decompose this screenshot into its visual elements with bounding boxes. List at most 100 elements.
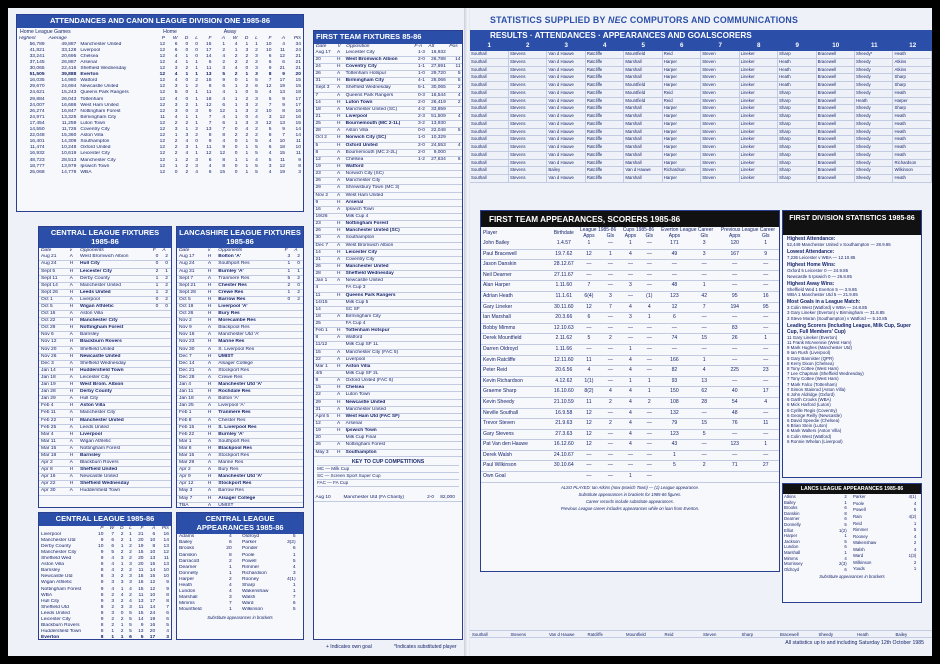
player-cell: Southall xyxy=(470,174,509,183)
player-cell: Heath xyxy=(892,174,932,183)
birthdate: 27.11.67 xyxy=(551,270,577,282)
fixture-row: Apr 8 H Sheffield United xyxy=(39,466,171,475)
opponent: Queens Park Rangers xyxy=(344,292,413,300)
fixture-cell: 5-1 xyxy=(412,84,427,93)
fixture-cell xyxy=(426,341,448,350)
table-cell: 12 xyxy=(159,102,166,108)
fixture-cell xyxy=(426,306,448,314)
player-cell: Sheedy xyxy=(854,112,894,121)
fixture-cell: Aug 21 xyxy=(39,254,68,262)
fixture-cell: H xyxy=(335,263,345,272)
fixture-row: Feb 1 H Tranmere Res xyxy=(177,409,303,418)
fixture-cell: H xyxy=(335,270,345,279)
team-name: Manchester Utd xyxy=(41,537,76,543)
fixture-cell: A xyxy=(205,346,217,354)
fixture-row: Feb 22 H Manchester United xyxy=(39,417,171,425)
table-cell: 6 xyxy=(129,635,132,640)
stat-cell: — xyxy=(619,291,642,303)
table-cell: 12 xyxy=(163,550,169,555)
stat-cell: — xyxy=(752,259,779,271)
appearance-row: Dearner 1 xyxy=(177,565,240,571)
fixture-row: 31 A Manchester United xyxy=(314,406,462,414)
table-cell: 1 xyxy=(185,127,189,133)
apps-count: 6 xyxy=(228,540,232,546)
table-cell: 14 xyxy=(206,53,212,59)
player-cell: Harper xyxy=(662,66,702,75)
fixture-cell xyxy=(447,134,462,143)
team-name: Sheffield Wednesday xyxy=(80,66,127,72)
opponent: Liverpool xyxy=(77,296,151,305)
fixture-cell: A xyxy=(335,242,345,250)
fixture-row: Jan 1 A Newcastle United xyxy=(314,277,462,286)
team-name: Watford xyxy=(80,78,98,84)
appearance-row: Mountfield 1 xyxy=(177,607,240,613)
table-row: 51,505 39,888 Everton 12 4 1 1 13 5 2 1 3 8 9 20 xyxy=(17,72,303,78)
player-cell: Lineker xyxy=(739,97,779,106)
table-cell: 24,694 xyxy=(61,84,77,90)
table-cell: 13 xyxy=(206,72,212,78)
table-cell: 12 xyxy=(266,120,272,126)
appearance-row: Wilkinson 5 xyxy=(240,607,303,613)
table-cell: 26,043 xyxy=(61,96,77,102)
fixture-cell: Mar 1 xyxy=(177,438,206,446)
stat-heading: Highest Away Wins: xyxy=(787,280,835,287)
fixture-cell xyxy=(447,263,462,272)
fixture-cell xyxy=(150,331,161,340)
player-cell: Van d Hauwe xyxy=(546,151,586,160)
player-cell: Reid xyxy=(662,51,702,59)
player-name: Darracott xyxy=(179,558,200,564)
fixture-cell: Oct 1 xyxy=(39,296,68,305)
player-cell: Heath xyxy=(892,128,932,137)
table-cell: 1 xyxy=(111,635,115,640)
fixture-cell: 1-2 xyxy=(412,156,427,164)
stat-cell: — xyxy=(601,323,620,335)
fixture-row: 26 H Manchester United xyxy=(314,263,462,272)
table-cell: 11 xyxy=(163,556,169,562)
table-cell: 12 xyxy=(159,127,166,133)
fixture-cell xyxy=(160,324,171,333)
fixture-cell xyxy=(292,487,303,496)
central-fixtures-title: CENTRAL LEAGUE FIXTURES 1985-86 xyxy=(39,227,171,249)
team-name: Newcastle United xyxy=(80,84,119,90)
first-team-fixtures-table: Date V Opposition F-A Att Pos Aug 17 A Leicester… xyxy=(314,44,462,457)
fixture-cell xyxy=(150,452,161,461)
col-opponents: Opponents xyxy=(79,248,104,254)
table-cell: 6 xyxy=(174,47,178,53)
team-name: Aston Villa xyxy=(41,562,65,568)
fixture-cell xyxy=(447,413,462,422)
col-player: Player xyxy=(483,230,498,236)
fixture-cell: H xyxy=(205,310,217,319)
col-l: L xyxy=(195,35,198,41)
table-cell: 4 xyxy=(222,114,226,120)
table-cell: 6 xyxy=(208,60,212,65)
table-cell: 2 xyxy=(195,78,198,84)
apps-count: 1 xyxy=(844,499,847,505)
table-row: 17,454 11,259 Luton Town 12 2 2 1 7 6 1 3 3 12 13 15 xyxy=(17,121,303,127)
fixture-cell: H xyxy=(335,220,345,229)
player-cell: Sheedy xyxy=(854,73,894,82)
fixture-cell: H xyxy=(67,303,78,312)
sub-col: Apps xyxy=(668,233,681,239)
fixture-cell: A xyxy=(335,313,345,322)
fixture-cell: 16 xyxy=(314,206,336,214)
fixture-cell: Nov 2 xyxy=(177,317,206,326)
player-cell: Southall xyxy=(470,81,509,90)
table-cell: 1 xyxy=(111,629,115,635)
player-name: Bailey xyxy=(179,540,193,546)
table-cell: 3 xyxy=(255,53,258,59)
table-row: Sheffield Utd 8 2 3 3 11 14 7 xyxy=(39,605,171,611)
lineup-player: Sheedy xyxy=(818,632,834,637)
fixture-cell xyxy=(160,317,171,326)
appearance-row: Bailey 6 xyxy=(177,540,240,546)
stat-cell: 4 xyxy=(619,355,642,367)
player-cell: Bracewell xyxy=(816,159,856,168)
fixture-row: Mar 29 A Marine Res xyxy=(177,459,303,468)
fixture-cell: 2-3 xyxy=(412,113,427,122)
fixture-cell: H xyxy=(335,363,345,372)
player-cell: Bracewell xyxy=(816,128,856,137)
fixture-cell xyxy=(292,417,303,425)
fixture-cell: 4 xyxy=(314,284,336,293)
player-cell: Steven xyxy=(700,66,740,75)
fixture-cell: 1-3 xyxy=(412,49,427,57)
player-cell: Marshall xyxy=(623,58,663,67)
